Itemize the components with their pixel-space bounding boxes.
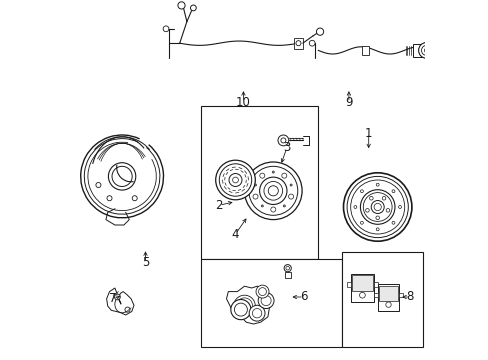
Bar bbox=[284, 272, 290, 278]
Circle shape bbox=[369, 197, 372, 200]
Circle shape bbox=[316, 28, 323, 35]
Circle shape bbox=[285, 266, 289, 270]
Circle shape bbox=[359, 292, 365, 298]
Circle shape bbox=[391, 221, 394, 224]
Bar bbox=[201, 259, 341, 347]
Circle shape bbox=[230, 300, 250, 320]
Circle shape bbox=[375, 183, 378, 186]
Circle shape bbox=[244, 162, 302, 220]
Circle shape bbox=[418, 42, 433, 58]
Bar bbox=[341, 252, 422, 347]
Circle shape bbox=[353, 206, 356, 208]
Text: 3: 3 bbox=[283, 141, 290, 154]
Circle shape bbox=[386, 208, 389, 212]
Bar bbox=[293, 38, 302, 49]
Text: 7: 7 bbox=[109, 292, 117, 305]
Circle shape bbox=[283, 205, 285, 207]
Circle shape bbox=[281, 173, 286, 178]
Bar bbox=[378, 286, 397, 301]
Circle shape bbox=[373, 203, 381, 211]
Circle shape bbox=[219, 164, 251, 196]
Circle shape bbox=[424, 48, 428, 53]
Circle shape bbox=[125, 307, 130, 312]
Circle shape bbox=[107, 196, 112, 201]
Circle shape bbox=[261, 205, 263, 207]
Circle shape bbox=[252, 194, 258, 199]
Bar bbox=[373, 292, 377, 297]
Bar bbox=[350, 274, 373, 302]
Circle shape bbox=[370, 201, 384, 213]
Polygon shape bbox=[226, 286, 269, 324]
Circle shape bbox=[284, 265, 291, 272]
Polygon shape bbox=[106, 288, 134, 315]
Circle shape bbox=[363, 193, 391, 221]
Bar bbox=[399, 292, 402, 297]
Text: 1: 1 bbox=[364, 127, 372, 140]
Circle shape bbox=[375, 228, 378, 231]
Bar bbox=[346, 282, 350, 287]
Circle shape bbox=[309, 40, 314, 46]
Bar bbox=[377, 284, 399, 311]
Circle shape bbox=[268, 186, 278, 196]
Circle shape bbox=[288, 194, 293, 199]
Circle shape bbox=[252, 309, 261, 318]
Circle shape bbox=[382, 197, 385, 200]
Circle shape bbox=[108, 163, 136, 190]
Circle shape bbox=[363, 49, 366, 52]
Text: 8: 8 bbox=[406, 291, 413, 303]
Circle shape bbox=[360, 190, 394, 224]
Circle shape bbox=[398, 206, 401, 208]
Circle shape bbox=[163, 26, 168, 32]
Circle shape bbox=[132, 196, 137, 201]
Bar bbox=[351, 275, 372, 291]
Circle shape bbox=[259, 177, 286, 204]
Circle shape bbox=[258, 288, 266, 296]
Bar bbox=[412, 44, 421, 57]
Circle shape bbox=[391, 190, 394, 193]
Text: 2: 2 bbox=[215, 199, 223, 212]
Bar bbox=[201, 106, 318, 259]
Circle shape bbox=[232, 177, 238, 183]
Circle shape bbox=[228, 174, 242, 186]
Circle shape bbox=[259, 173, 264, 178]
Circle shape bbox=[234, 303, 247, 316]
Circle shape bbox=[421, 45, 431, 55]
Circle shape bbox=[360, 221, 363, 224]
Text: 4: 4 bbox=[231, 228, 239, 240]
Circle shape bbox=[277, 135, 288, 146]
Circle shape bbox=[280, 138, 285, 143]
Text: 9: 9 bbox=[345, 96, 352, 109]
Circle shape bbox=[96, 183, 101, 188]
Bar bbox=[361, 46, 368, 55]
Circle shape bbox=[264, 181, 282, 200]
Circle shape bbox=[249, 305, 264, 321]
Circle shape bbox=[114, 294, 120, 300]
Circle shape bbox=[215, 160, 255, 200]
Text: 6: 6 bbox=[300, 291, 307, 303]
Text: 10: 10 bbox=[236, 96, 250, 109]
Circle shape bbox=[258, 293, 273, 309]
Circle shape bbox=[346, 176, 407, 238]
Circle shape bbox=[190, 5, 196, 11]
Circle shape bbox=[178, 2, 185, 9]
Bar bbox=[373, 282, 377, 287]
Circle shape bbox=[365, 208, 368, 212]
Circle shape bbox=[256, 285, 268, 298]
Circle shape bbox=[261, 296, 270, 306]
Circle shape bbox=[350, 180, 404, 234]
Circle shape bbox=[385, 302, 390, 307]
Circle shape bbox=[248, 166, 297, 215]
Circle shape bbox=[289, 184, 292, 186]
Circle shape bbox=[285, 273, 289, 276]
Circle shape bbox=[112, 166, 132, 186]
Circle shape bbox=[254, 184, 256, 186]
Circle shape bbox=[360, 190, 363, 193]
Circle shape bbox=[270, 207, 275, 212]
Text: 5: 5 bbox=[142, 256, 149, 269]
Circle shape bbox=[295, 41, 300, 46]
Circle shape bbox=[375, 216, 379, 220]
Circle shape bbox=[343, 173, 411, 241]
Circle shape bbox=[272, 171, 274, 173]
